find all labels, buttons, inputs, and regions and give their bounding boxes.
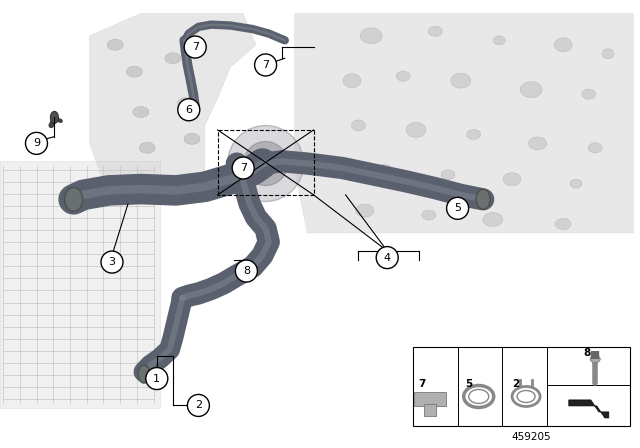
Text: 7: 7 xyxy=(239,163,247,173)
Ellipse shape xyxy=(582,89,596,99)
Ellipse shape xyxy=(588,143,602,153)
Ellipse shape xyxy=(107,39,123,50)
Text: 7: 7 xyxy=(191,42,199,52)
Ellipse shape xyxy=(451,73,471,88)
Ellipse shape xyxy=(554,38,572,52)
Ellipse shape xyxy=(422,210,436,220)
Circle shape xyxy=(101,251,123,273)
Text: 3: 3 xyxy=(109,257,115,267)
Ellipse shape xyxy=(127,66,143,77)
Text: 5: 5 xyxy=(465,379,472,389)
Ellipse shape xyxy=(590,356,600,362)
Circle shape xyxy=(228,125,303,202)
Ellipse shape xyxy=(138,365,150,383)
Polygon shape xyxy=(90,13,256,179)
Polygon shape xyxy=(294,13,634,233)
Bar xyxy=(424,405,436,417)
Ellipse shape xyxy=(441,170,455,180)
Ellipse shape xyxy=(529,137,547,150)
Text: 1: 1 xyxy=(154,374,160,383)
Ellipse shape xyxy=(343,73,361,88)
Ellipse shape xyxy=(376,164,392,176)
Ellipse shape xyxy=(493,36,505,45)
Ellipse shape xyxy=(406,122,426,138)
Text: 9: 9 xyxy=(33,138,40,148)
Text: 7: 7 xyxy=(419,379,426,389)
Text: 2: 2 xyxy=(195,401,202,410)
Ellipse shape xyxy=(133,107,149,117)
Ellipse shape xyxy=(483,212,503,227)
Text: 8: 8 xyxy=(243,266,250,276)
Text: 8: 8 xyxy=(584,348,591,358)
Ellipse shape xyxy=(165,53,181,64)
Ellipse shape xyxy=(140,142,156,153)
Circle shape xyxy=(178,99,200,121)
Circle shape xyxy=(244,142,287,185)
Bar xyxy=(413,347,630,426)
Circle shape xyxy=(255,154,276,173)
Ellipse shape xyxy=(517,391,535,402)
Circle shape xyxy=(376,246,398,269)
Text: 5: 5 xyxy=(454,203,461,213)
Ellipse shape xyxy=(356,204,374,217)
Ellipse shape xyxy=(178,98,193,108)
Ellipse shape xyxy=(428,26,442,36)
Polygon shape xyxy=(569,400,609,418)
Text: 7: 7 xyxy=(262,60,269,70)
Ellipse shape xyxy=(570,179,582,188)
Bar xyxy=(414,392,446,406)
Text: 2: 2 xyxy=(512,379,519,389)
Circle shape xyxy=(236,260,257,282)
Circle shape xyxy=(447,197,468,220)
Text: 4: 4 xyxy=(383,253,391,263)
Ellipse shape xyxy=(360,28,382,44)
Text: 459205: 459205 xyxy=(511,432,551,442)
Ellipse shape xyxy=(65,187,83,211)
Circle shape xyxy=(255,54,276,76)
Ellipse shape xyxy=(51,112,58,123)
Ellipse shape xyxy=(184,134,200,144)
Ellipse shape xyxy=(503,172,521,186)
Ellipse shape xyxy=(602,49,614,59)
Bar xyxy=(0,161,160,408)
Ellipse shape xyxy=(467,129,481,139)
Ellipse shape xyxy=(468,389,489,404)
Ellipse shape xyxy=(476,190,490,209)
Circle shape xyxy=(26,132,47,155)
Ellipse shape xyxy=(520,82,542,98)
Text: 6: 6 xyxy=(186,105,192,115)
Ellipse shape xyxy=(396,71,410,81)
Circle shape xyxy=(184,36,206,58)
Circle shape xyxy=(232,157,254,179)
Circle shape xyxy=(146,367,168,390)
Ellipse shape xyxy=(351,120,365,131)
Ellipse shape xyxy=(556,219,572,229)
Circle shape xyxy=(188,394,209,417)
